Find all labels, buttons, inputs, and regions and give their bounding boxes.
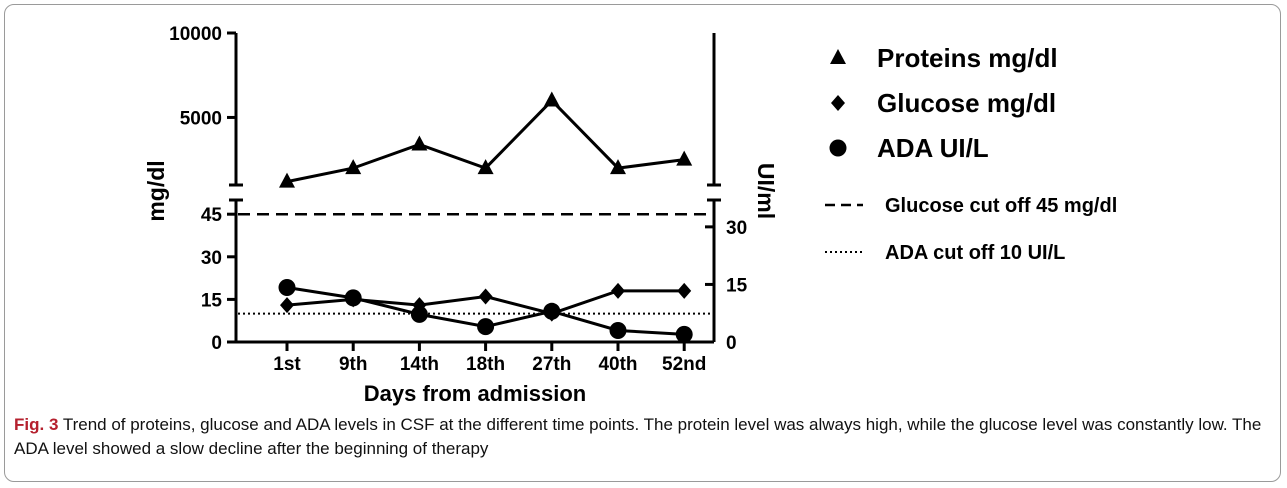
y-left-tick-label: 30 xyxy=(201,248,222,269)
legend-ada-cutoff-label: ADA cut off 10 UI/L xyxy=(885,242,1065,264)
x-tick-label: 14th xyxy=(400,354,439,375)
y-left-tick-label: 5000 xyxy=(180,108,222,129)
proteins-point xyxy=(411,135,428,151)
proteins-point xyxy=(610,159,626,175)
x-tick-label: 40th xyxy=(598,354,637,375)
y-right-tick-label: 0 xyxy=(726,333,737,354)
x-tick-label: 9th xyxy=(339,354,368,375)
ada-point xyxy=(278,279,296,297)
figure-label: Fig. 3 xyxy=(14,415,59,434)
y-left-tick-label: 15 xyxy=(201,290,223,311)
glucose-point xyxy=(280,297,294,314)
legend-glucose-cutoff-label: Glucose cut off 45 mg/dl xyxy=(885,195,1117,217)
ada-point xyxy=(543,302,561,320)
x-tick-label: 1st xyxy=(273,354,301,375)
ada-point xyxy=(344,289,362,307)
chart-marks xyxy=(238,91,712,343)
figure-caption: Fig. 3 Trend of proteins, glucose and AD… xyxy=(14,413,1269,461)
legend-glucose-label: Glucose mg/dl xyxy=(877,88,1056,118)
y-right-axis-label: UI/ml xyxy=(753,163,779,219)
glucose-point xyxy=(611,282,625,299)
y-left-axis-label: mg/dl xyxy=(143,160,169,221)
x-tick-label: 18th xyxy=(466,354,505,375)
y-left-tick-label: 0 xyxy=(211,333,222,354)
legend-proteins-label: Proteins mg/dl xyxy=(877,43,1058,73)
x-axis-label: Days from admission xyxy=(364,381,587,406)
legend-ada-marker xyxy=(829,139,847,157)
legend-ada-label: ADA UI/L xyxy=(877,133,989,163)
ada-point xyxy=(477,318,495,336)
ada-point xyxy=(675,325,693,343)
y-left-tick-label: 45 xyxy=(201,205,223,226)
x-tick-label: 27th xyxy=(532,354,571,375)
ada-point xyxy=(410,305,428,323)
figure-frame xyxy=(4,4,1281,482)
proteins-point xyxy=(543,91,560,107)
glucose-point xyxy=(478,288,493,305)
x-tick-label: 52nd xyxy=(662,354,706,375)
y-left-tick-label: 10000 xyxy=(169,24,222,45)
legend-proteins-marker xyxy=(830,49,846,64)
proteins-point xyxy=(345,159,362,175)
ada-point xyxy=(609,321,627,339)
glucose-point xyxy=(677,282,692,299)
proteins-point xyxy=(676,150,693,166)
caption-text: Trend of proteins, glucose and ADA level… xyxy=(14,415,1262,458)
y-right-tick-label: 15 xyxy=(726,275,748,296)
legend: Proteins mg/dl Glucose mg/dl ADA UI/L Gluco… xyxy=(825,43,1117,264)
y-right-tick-label: 30 xyxy=(726,218,747,239)
chart: 5000 10000 0 15 30 45 0 15 30 1st 9th 14th 18th 27th 4… xyxy=(143,24,1117,406)
legend-glucose-marker xyxy=(831,95,845,111)
proteins-point xyxy=(477,159,494,175)
axes: 5000 10000 0 15 30 45 0 15 30 1st 9th 14th 18th 27th 4… xyxy=(143,24,779,406)
proteins-point xyxy=(279,172,295,188)
